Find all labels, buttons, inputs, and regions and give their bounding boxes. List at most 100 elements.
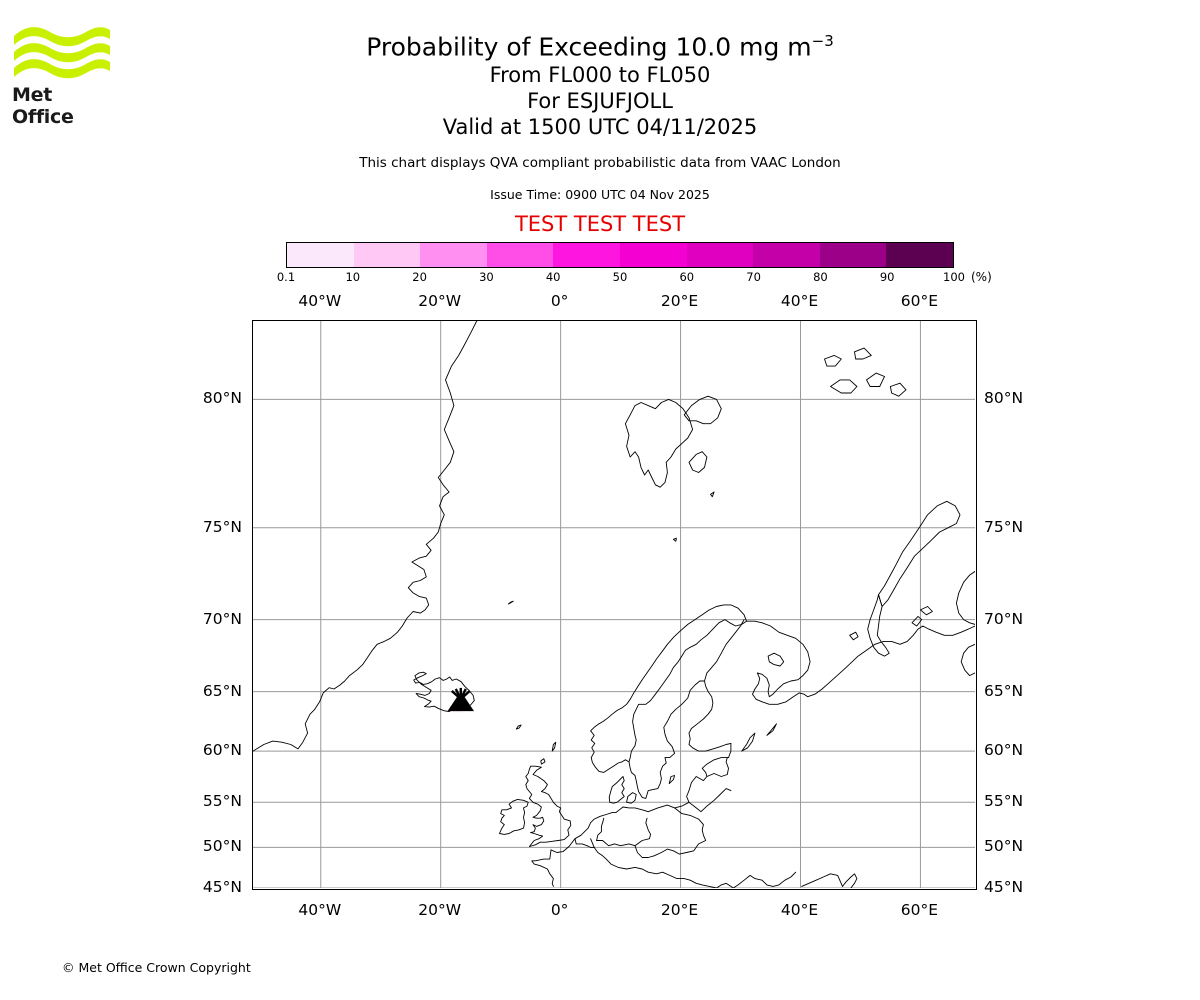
chart-title-block: Probability of Exceeding 10.0 mg m−3 Fro… [0, 0, 1200, 237]
copyright-notice: © Met Office Crown Copyright [62, 960, 251, 975]
coastline-path-19 [878, 500, 961, 607]
coastline-path-20 [867, 594, 890, 657]
coastline-path-46 [955, 570, 975, 625]
colorbar-band-3 [486, 243, 554, 267]
lat-label-left-45: 45°N [202, 878, 242, 896]
coastline-path-31 [596, 817, 605, 841]
coastline-path-36 [574, 838, 595, 848]
lat-label-right-70: 70°N [984, 609, 1024, 628]
colorbar-tick-0.1: 0.1 [276, 270, 296, 284]
colorbar-band-0 [287, 243, 354, 267]
volcano-source-marker [447, 687, 475, 712]
coastline-path-25 [540, 758, 546, 765]
coastline-path-10 [683, 395, 722, 425]
coastline-path-4 [590, 604, 747, 773]
title-main-text: Probability of Exceeding 10.0 mg m [366, 32, 812, 62]
coastline-path-27 [626, 792, 637, 804]
colorbar-band-5 [619, 243, 687, 267]
coastline-path-0 [253, 321, 478, 752]
colorbar-band-4 [553, 243, 620, 267]
map-gridlines [253, 321, 975, 888]
colorbar-tick-50: 50 [612, 270, 628, 284]
coastline-path-30 [596, 817, 652, 847]
coastline-path-29 [550, 742, 732, 853]
colorbar-tick-100: 100 [943, 270, 965, 284]
lat-label-right-75: 75°N [984, 517, 1024, 536]
colorbar-band-8 [819, 243, 887, 267]
colorbar-tick-20: 20 [412, 270, 427, 284]
lat-label-right-80: 80°N [984, 389, 1024, 408]
map-svg [253, 321, 975, 888]
coastline-path-39 [842, 873, 858, 888]
coastline-path-16 [889, 382, 907, 397]
lon-label-top-20: 20°E [660, 292, 699, 310]
coastline-path-21 [849, 631, 859, 641]
colorbar-band-1 [353, 243, 421, 267]
coastline-path-24 [551, 741, 557, 752]
coastline-path-32 [634, 807, 707, 858]
lon-label-bottom--40: 40°W [298, 901, 342, 919]
coastline-path-42 [716, 882, 734, 888]
lat-label-right-50: 50°N [984, 837, 1024, 856]
lon-label-top-0: 0° [550, 292, 569, 310]
lat-label-right-60: 60°N [984, 741, 1024, 760]
coastline-path-7 [746, 620, 975, 705]
coastline-path-34 [706, 757, 729, 777]
coastline-path-6 [704, 619, 745, 682]
coastline-path-28 [668, 775, 676, 785]
coastline-path-38 [732, 871, 797, 888]
lat-label-left-65: 65°N [202, 681, 242, 700]
coastline-path-35 [590, 838, 717, 888]
coastline-path-47 [960, 643, 975, 677]
colorbar-tick-90: 90 [879, 270, 895, 284]
lon-label-bottom-0: 0° [550, 901, 569, 919]
map-plot-area[interactable] [252, 320, 977, 890]
lon-label-bottom-60: 60°E [900, 901, 939, 919]
coastline-path-12 [672, 537, 677, 542]
issue-time: Issue Time: 0900 UTC 04 Nov 2025 [490, 187, 710, 203]
coastline-path-37 [531, 849, 554, 887]
lon-label-top--40: 40°W [298, 292, 342, 310]
lat-label-right-55: 55°N [984, 792, 1024, 811]
colorbar-tick-10: 10 [345, 270, 361, 284]
coastline-path-9 [624, 398, 694, 488]
probability-colorbar [286, 242, 954, 268]
coastline-path-3 [515, 724, 522, 730]
lon-label-top-40: 40°E [780, 292, 819, 310]
lat-label-left-55: 55°N [202, 792, 242, 811]
test-banner: TEST TEST TEST [514, 212, 686, 237]
coastline-path-22 [525, 765, 572, 847]
colorbar-tick-labels: 0.1 10 20 30 40 50 60 70 80 90 100 [246, 270, 1006, 286]
coastline-path-14 [830, 379, 858, 394]
coastline-path-26 [608, 776, 625, 804]
colorbar-gradient [286, 242, 954, 268]
lat-label-left-70: 70°N [202, 609, 242, 628]
coastlines-layer [253, 321, 975, 888]
colorbar-band-9 [886, 243, 953, 267]
coastline-path-41 [766, 723, 777, 736]
colorbar-band-6 [686, 243, 754, 267]
lat-label-right-65: 65°N [984, 681, 1024, 700]
lon-label-bottom-20: 20°E [660, 901, 699, 919]
coastline-path-15 [866, 372, 885, 387]
lat-label-left-60: 60°N [202, 741, 242, 760]
colorbar-tick-30: 30 [479, 270, 494, 284]
flight-level-range: From FL000 to FL050 [489, 63, 711, 88]
lat-label-right-45: 45°N [984, 878, 1024, 896]
coastline-path-23 [499, 798, 529, 835]
coastline-path-40 [741, 732, 756, 752]
coastline-path-44 [919, 606, 933, 616]
lon-label-bottom-40: 40°E [780, 901, 819, 919]
coastline-path-18 [854, 347, 872, 360]
colorbar-band-2 [420, 243, 487, 267]
coastline-path-13 [710, 491, 715, 498]
met-office-logo: Met Office [12, 22, 112, 128]
title-exponent: −3 [811, 32, 834, 50]
logo-wordmark: Met Office [12, 84, 74, 128]
volcano-wedge-shape [447, 696, 475, 712]
lon-label-top-60: 60°E [900, 292, 939, 310]
colorbar-unit-label: (%) [971, 270, 992, 284]
colorbar-band-7 [753, 243, 820, 267]
lat-label-left-50: 50°N [202, 837, 242, 856]
lon-label-top--20: 20°W [418, 292, 462, 310]
